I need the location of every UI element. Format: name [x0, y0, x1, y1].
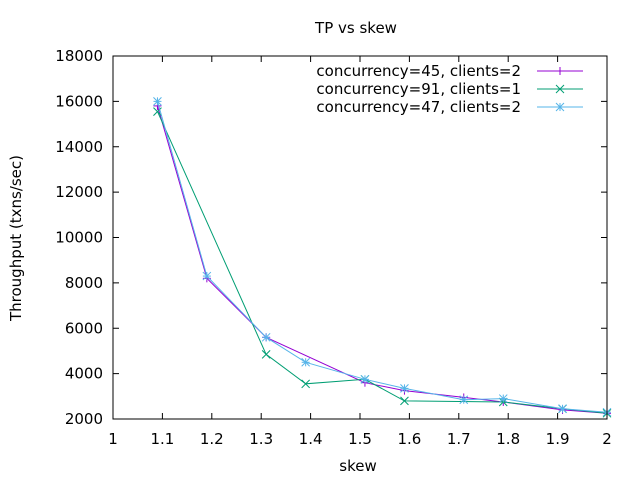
data-point — [400, 384, 409, 393]
data-point — [202, 271, 212, 281]
x-tick-label: 1.8 — [496, 430, 520, 448]
series-2 — [153, 107, 612, 418]
x-tick-label: 1.7 — [447, 430, 471, 448]
plot-frame — [112, 55, 608, 420]
data-point — [153, 97, 162, 106]
marker-stroke — [360, 374, 370, 384]
x-tick-label: 1 — [108, 430, 118, 448]
x-tick-label: 1.3 — [249, 430, 273, 448]
marker-stroke — [555, 84, 565, 94]
y-tick-label: 8000 — [65, 274, 103, 292]
series-layer — [153, 97, 612, 418]
legend-item: concurrency=91, clients=1 — [316, 80, 583, 98]
data-point — [261, 332, 271, 342]
marker-stroke — [400, 396, 409, 406]
data-point — [360, 374, 370, 384]
legend-item: concurrency=45, clients=2 — [316, 62, 583, 80]
data-point — [400, 396, 409, 406]
series-line — [157, 101, 608, 413]
marker-stroke — [261, 349, 271, 359]
marker-stroke — [261, 332, 271, 342]
marker-stroke — [555, 102, 565, 112]
legend-item: concurrency=47, clients=2 — [316, 98, 583, 116]
legend-label: concurrency=47, clients=2 — [316, 98, 521, 116]
data-point — [261, 349, 271, 359]
series-1 — [153, 101, 611, 418]
marker-stroke — [202, 271, 212, 281]
y-tick-label: 14000 — [55, 138, 103, 156]
marker-stroke — [459, 395, 469, 405]
series-line — [157, 111, 608, 414]
data-point — [301, 357, 311, 367]
y-tick-label: 6000 — [65, 319, 103, 337]
marker-stroke — [558, 404, 567, 414]
marker-stroke — [400, 384, 409, 393]
x-axis-label: skew — [339, 457, 376, 475]
marker-stroke — [498, 394, 508, 403]
x-tick-label: 1.5 — [348, 430, 372, 448]
y-tick-label: 12000 — [55, 183, 103, 201]
legend-label: concurrency=91, clients=1 — [316, 80, 521, 98]
data-point — [459, 395, 469, 405]
x-tick-label: 1.4 — [299, 430, 323, 448]
y-tick-label: 2000 — [65, 410, 103, 428]
x-tick-label: 2 — [602, 430, 612, 448]
data-point — [558, 404, 567, 414]
x-tick-label: 1.2 — [200, 430, 224, 448]
y-tick-label: 4000 — [65, 365, 103, 383]
y-axis-label: Throughput (txns/sec) — [7, 155, 25, 322]
y-tick-label: 18000 — [55, 47, 103, 65]
y-tick-label: 16000 — [55, 92, 103, 110]
x-tick-label: 1.9 — [546, 430, 570, 448]
legend: concurrency=45, clients=2concurrency=91,… — [316, 62, 583, 116]
x-tick-label: 1.1 — [150, 430, 174, 448]
data-point — [301, 379, 311, 389]
chart-title: TP vs skew — [314, 19, 397, 37]
y-tick-label: 10000 — [55, 229, 103, 247]
marker-stroke — [301, 379, 311, 389]
legend-label: concurrency=45, clients=2 — [316, 62, 521, 80]
axis-ticks: 2000 4000 6000 8000 10000 12000 14000 16000 1800… — [55, 47, 611, 448]
series-line — [157, 105, 608, 414]
marker-stroke — [301, 357, 311, 367]
data-point — [498, 394, 508, 403]
marker-stroke — [153, 97, 162, 106]
x-tick-label: 1.6 — [397, 430, 421, 448]
